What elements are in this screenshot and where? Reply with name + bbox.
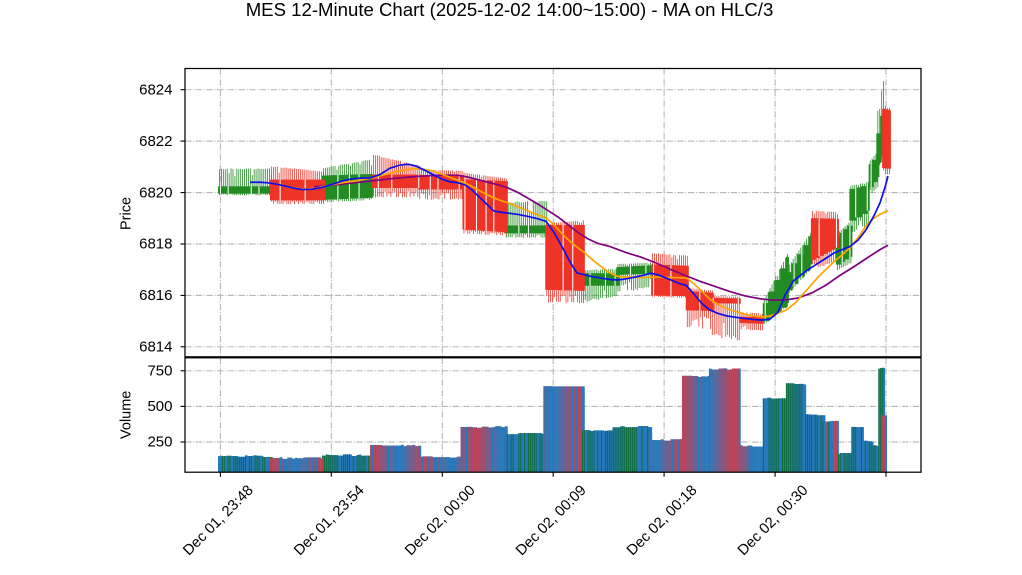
svg-text:6814: 6814 xyxy=(139,339,172,356)
svg-text:250: 250 xyxy=(147,434,172,451)
svg-text:6818: 6818 xyxy=(139,236,172,253)
svg-text:6824: 6824 xyxy=(139,81,172,98)
svg-text:6816: 6816 xyxy=(139,287,172,304)
svg-text:750: 750 xyxy=(147,363,172,380)
svg-text:500: 500 xyxy=(147,398,172,415)
svg-text:6820: 6820 xyxy=(139,184,172,201)
svg-text:6822: 6822 xyxy=(139,133,172,150)
svg-text:MES 12-Minute Chart (2025-12-0: MES 12-Minute Chart (2025-12-02 14:00~15… xyxy=(246,0,774,20)
svg-text:Price: Price xyxy=(119,197,135,230)
svg-text:Volume: Volume xyxy=(119,391,135,439)
